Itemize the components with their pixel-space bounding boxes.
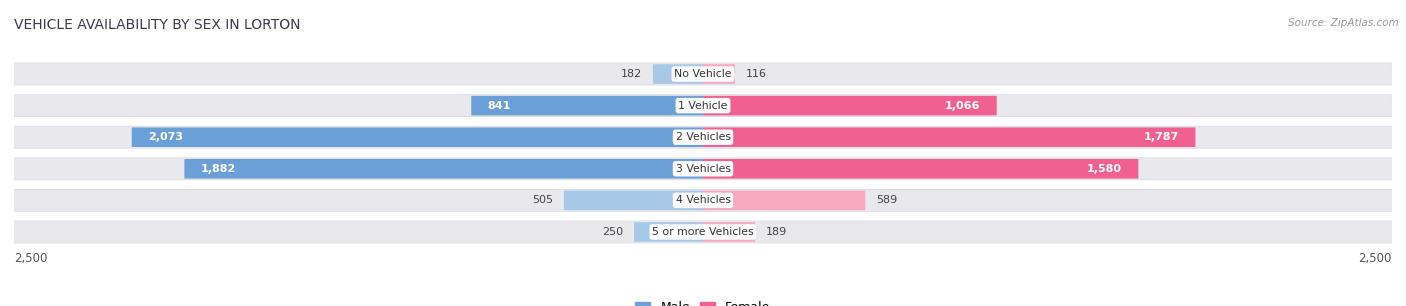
FancyBboxPatch shape — [14, 221, 1392, 243]
Text: 4 Vehicles: 4 Vehicles — [675, 195, 731, 205]
Text: 5 or more Vehicles: 5 or more Vehicles — [652, 227, 754, 237]
FancyBboxPatch shape — [14, 190, 1392, 211]
Text: 841: 841 — [488, 101, 512, 111]
Text: VEHICLE AVAILABILITY BY SEX IN LORTON: VEHICLE AVAILABILITY BY SEX IN LORTON — [14, 18, 301, 32]
FancyBboxPatch shape — [132, 127, 703, 147]
Text: 250: 250 — [602, 227, 623, 237]
FancyBboxPatch shape — [14, 94, 1392, 117]
Text: 1,787: 1,787 — [1143, 132, 1178, 142]
Text: 589: 589 — [876, 195, 897, 205]
Text: 116: 116 — [747, 69, 768, 79]
FancyBboxPatch shape — [14, 221, 1392, 243]
FancyBboxPatch shape — [703, 96, 997, 115]
Text: 3 Vehicles: 3 Vehicles — [675, 164, 731, 174]
FancyBboxPatch shape — [14, 126, 1392, 148]
FancyBboxPatch shape — [471, 96, 703, 115]
FancyBboxPatch shape — [703, 159, 1139, 179]
FancyBboxPatch shape — [634, 222, 703, 242]
FancyBboxPatch shape — [703, 64, 735, 84]
Text: 2,073: 2,073 — [148, 132, 183, 142]
FancyBboxPatch shape — [14, 126, 1392, 149]
FancyBboxPatch shape — [703, 222, 755, 242]
Text: 1 Vehicle: 1 Vehicle — [678, 101, 728, 111]
FancyBboxPatch shape — [652, 64, 703, 84]
FancyBboxPatch shape — [14, 158, 1392, 180]
FancyBboxPatch shape — [564, 191, 703, 210]
FancyBboxPatch shape — [703, 127, 1195, 147]
Text: 182: 182 — [620, 69, 641, 79]
Text: 189: 189 — [766, 227, 787, 237]
FancyBboxPatch shape — [14, 189, 1392, 212]
FancyBboxPatch shape — [14, 63, 1392, 85]
FancyBboxPatch shape — [184, 159, 703, 179]
FancyBboxPatch shape — [14, 157, 1392, 180]
Text: 1,066: 1,066 — [945, 101, 980, 111]
Text: 2,500: 2,500 — [1358, 252, 1392, 265]
Text: Source: ZipAtlas.com: Source: ZipAtlas.com — [1288, 18, 1399, 28]
Text: 505: 505 — [531, 195, 553, 205]
Text: No Vehicle: No Vehicle — [675, 69, 731, 79]
Legend: Male, Female: Male, Female — [630, 296, 776, 306]
Text: 2 Vehicles: 2 Vehicles — [675, 132, 731, 142]
Text: 1,580: 1,580 — [1087, 164, 1122, 174]
FancyBboxPatch shape — [14, 95, 1392, 116]
FancyBboxPatch shape — [703, 191, 865, 210]
FancyBboxPatch shape — [14, 63, 1392, 85]
Text: 2,500: 2,500 — [14, 252, 48, 265]
Text: 1,882: 1,882 — [201, 164, 236, 174]
